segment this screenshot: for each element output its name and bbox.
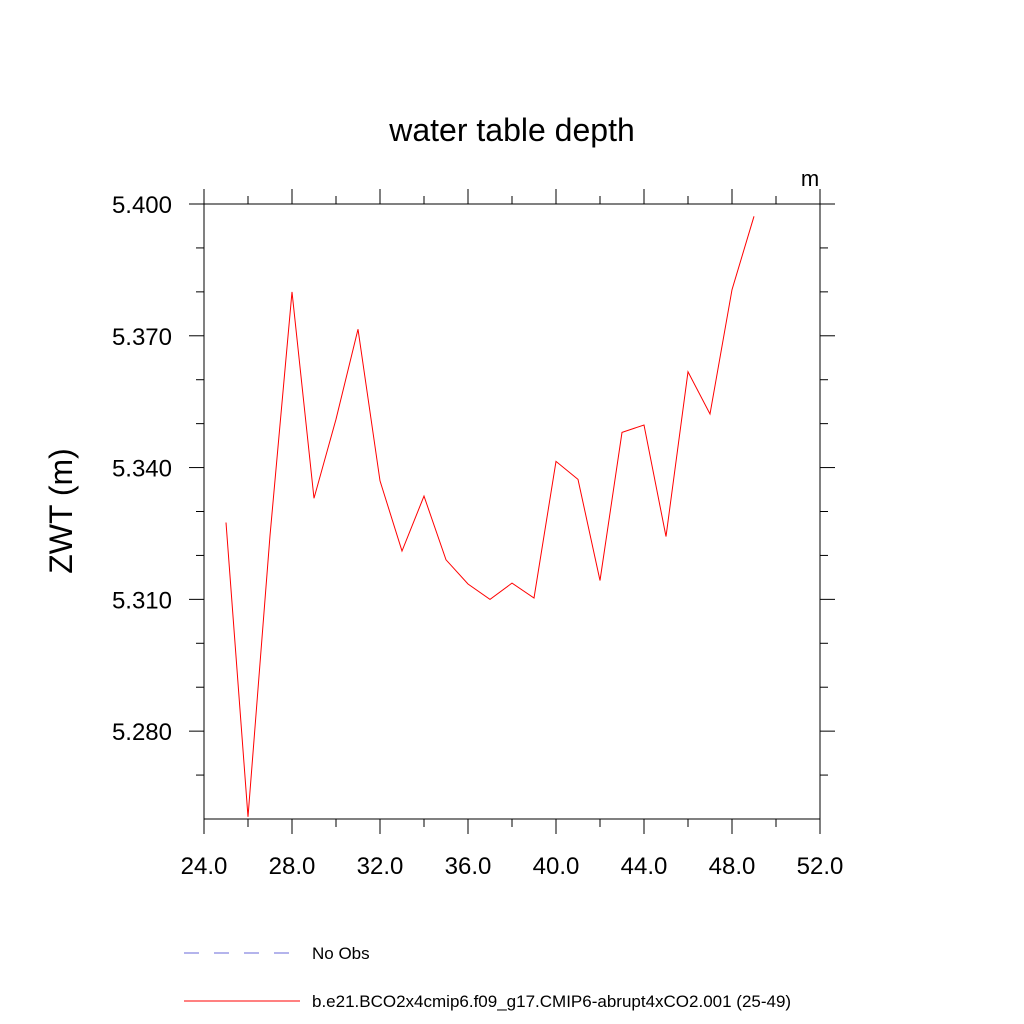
x-tick-label: 28.0 (269, 853, 316, 880)
y-tick-label: 5.310 (112, 587, 172, 614)
data-point (687, 370, 690, 373)
legend-label: No Obs (312, 944, 370, 963)
data-point (313, 497, 316, 500)
x-tick-label: 24.0 (181, 853, 228, 880)
data-point (423, 495, 426, 498)
x-tick-label: 32.0 (357, 853, 404, 880)
x-tick-label: 36.0 (445, 853, 492, 880)
y-tick-label: 5.370 (112, 324, 172, 351)
series-line (225, 216, 755, 817)
plot-series (225, 215, 756, 818)
x-tick-label: 44.0 (621, 853, 668, 880)
y-tick-label: 5.400 (112, 192, 172, 219)
y-tick-label: 5.280 (112, 719, 172, 746)
legend: No Obs b.e21.BCO2x4cmip6.f09_g17.CMIP6-ab… (184, 944, 791, 1011)
data-point (709, 412, 712, 415)
data-point (225, 521, 228, 524)
data-point (731, 288, 734, 291)
data-point (379, 479, 382, 482)
x-tick-label: 40.0 (533, 853, 580, 880)
data-point (467, 582, 470, 585)
y-tick-label: 5.340 (112, 456, 172, 483)
legend-label: b.e21.BCO2x4cmip6.f09_g17.CMIP6-abrupt4x… (312, 992, 791, 1011)
data-point (643, 423, 646, 426)
data-point (533, 597, 536, 600)
x-tick-label: 48.0 (709, 853, 756, 880)
data-point (489, 598, 492, 601)
data-point (511, 582, 514, 585)
data-point (665, 535, 668, 538)
data-point (247, 815, 250, 818)
data-point (357, 328, 360, 331)
x-tick-label: 52.0 (797, 853, 844, 880)
data-point (291, 290, 294, 293)
data-point (269, 534, 272, 537)
data-point (621, 431, 624, 434)
units-label: m (801, 166, 819, 191)
y-axis-label: ZWT (m) (43, 448, 79, 574)
axis-ticks: 24.0 28.0 32.0 36.0 40.0 44.0 48.0 52.0 5.280 5.3… (112, 189, 843, 880)
data-point (753, 215, 756, 218)
data-point (401, 550, 404, 553)
data-point (577, 478, 580, 481)
plot-frame (203, 203, 821, 820)
chart-title: water table depth (388, 112, 635, 148)
data-point (335, 418, 338, 421)
data-point (599, 579, 602, 582)
data-point (445, 558, 448, 561)
data-point (555, 460, 558, 463)
